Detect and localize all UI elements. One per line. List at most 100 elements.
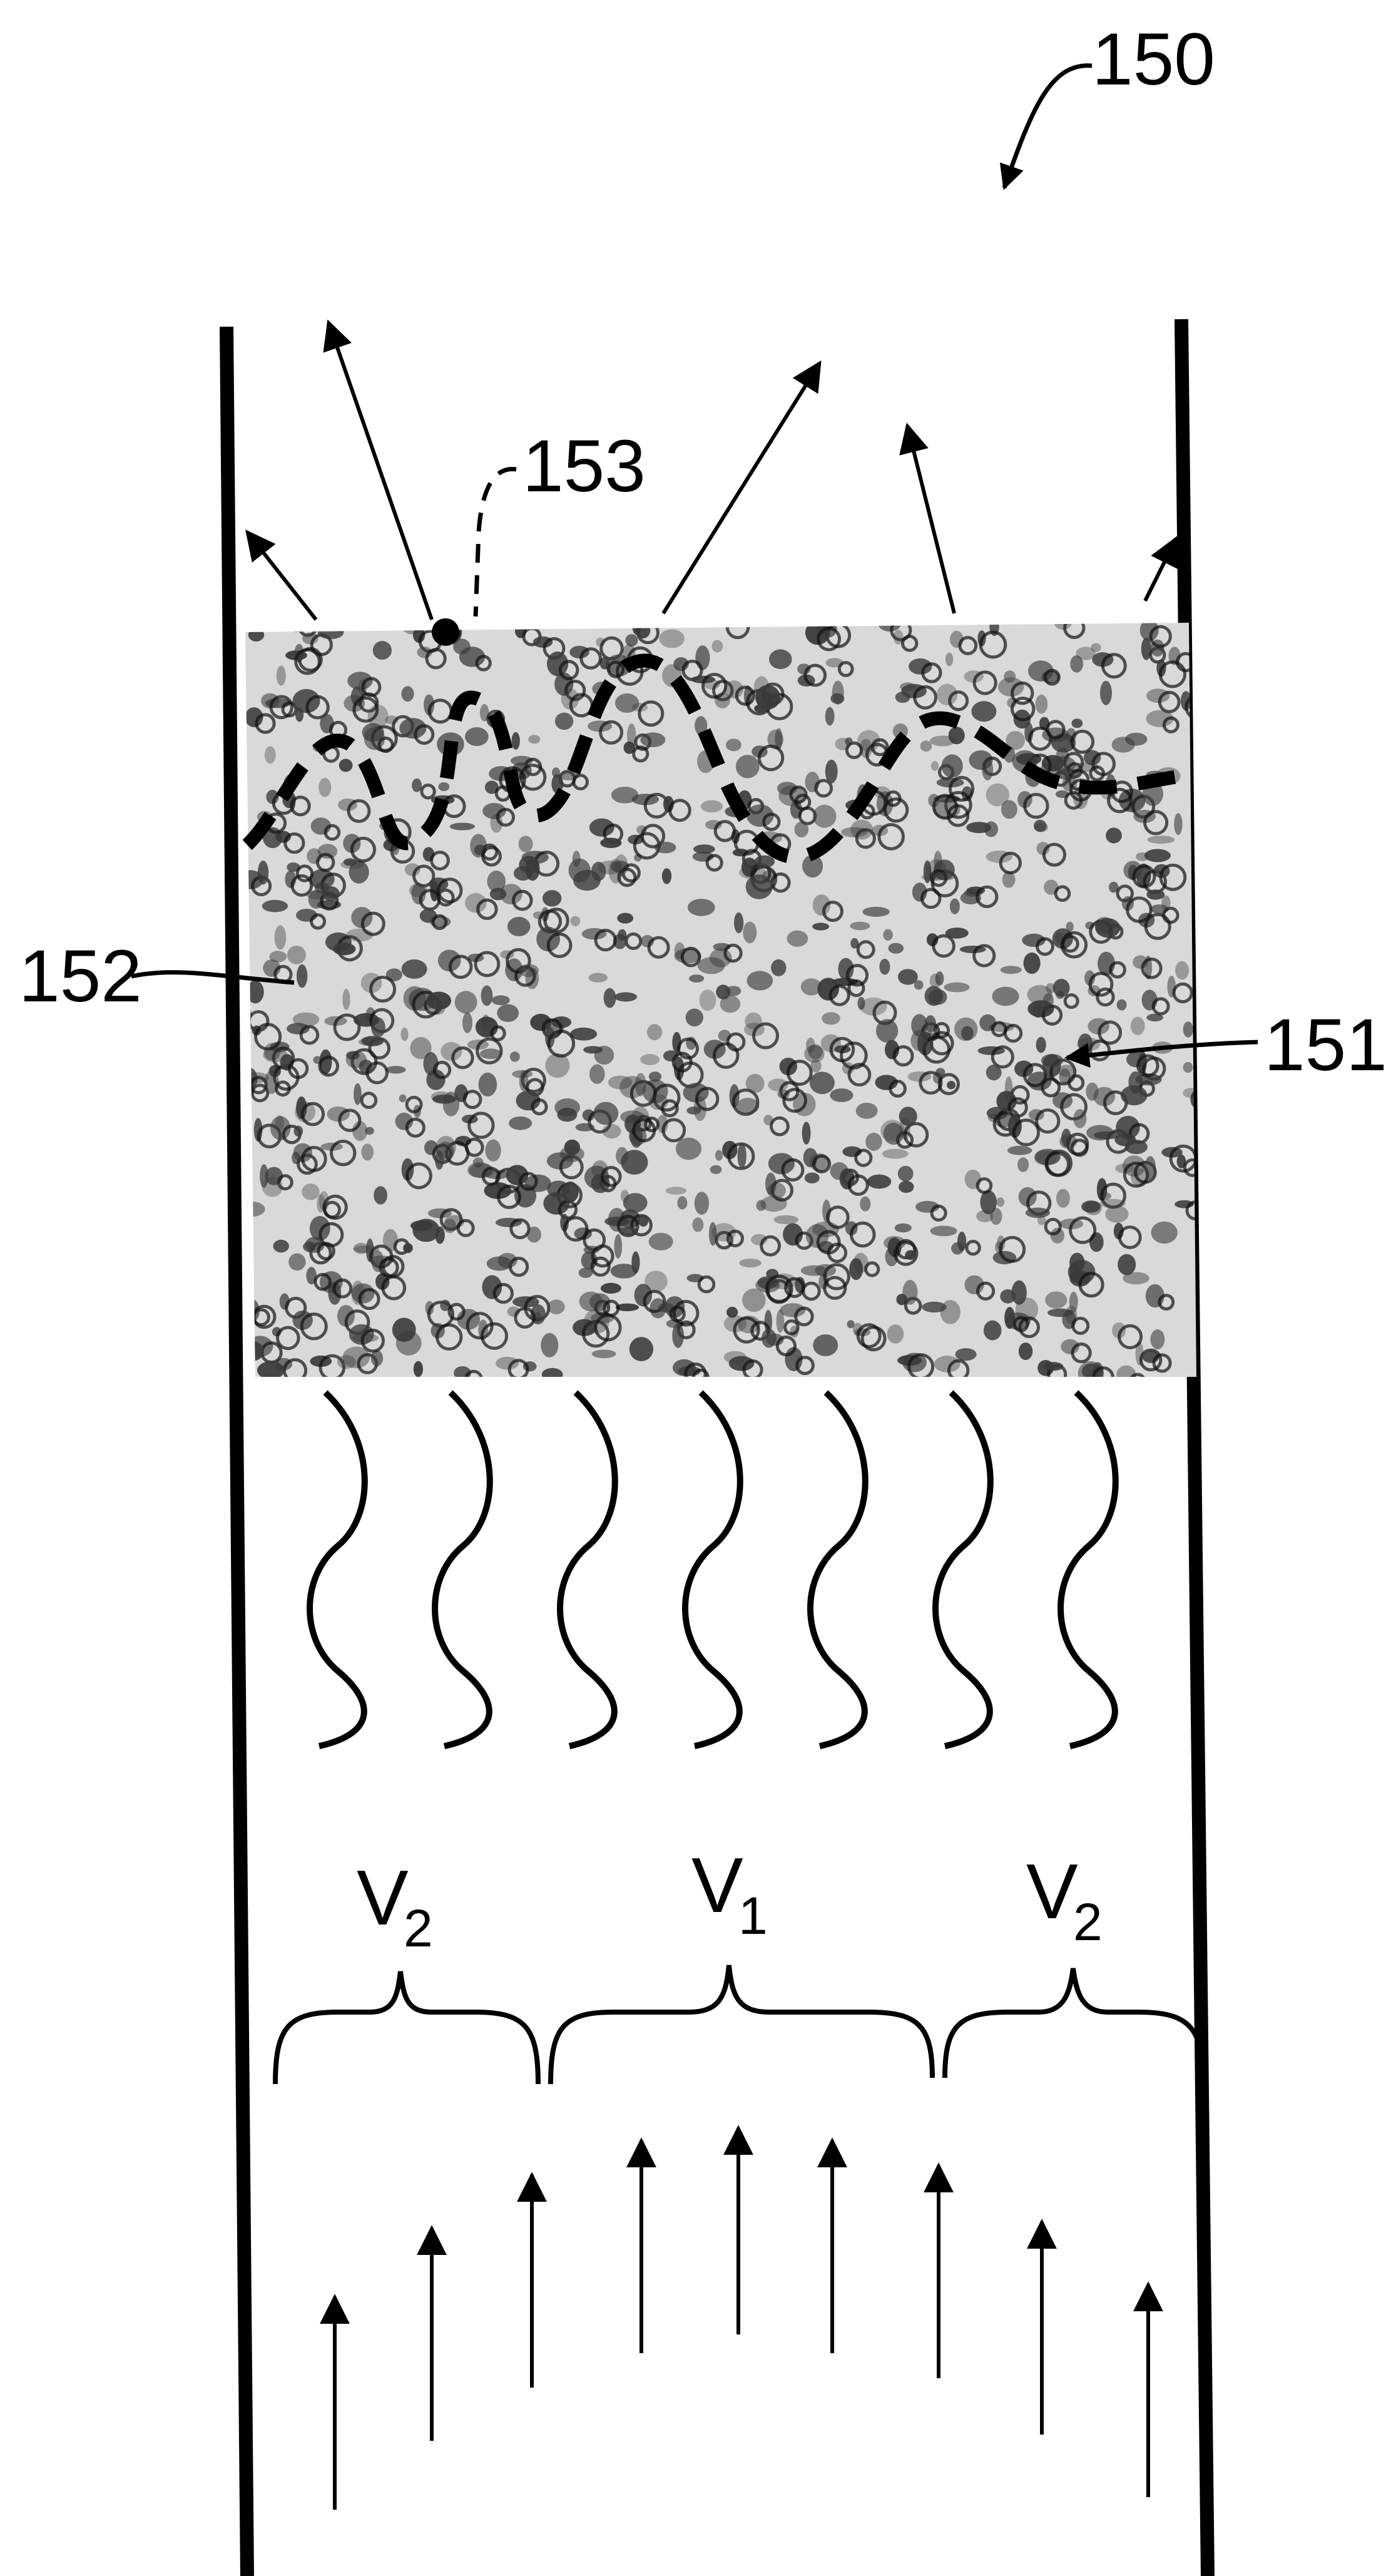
- bed-particle: [629, 1337, 653, 1361]
- velocity-braces: [275, 1965, 1205, 2084]
- bed-particle: [649, 1071, 661, 1081]
- bed-particle: [265, 746, 276, 764]
- bed-particle: [512, 732, 520, 750]
- bed-particle: [856, 1103, 878, 1119]
- bed-particle: [399, 718, 426, 739]
- bed-particle: [767, 1183, 786, 1199]
- bed-particle: [1041, 1005, 1051, 1013]
- bed-particle: [465, 727, 489, 746]
- bed-particle: [248, 628, 264, 641]
- bed-particle: [645, 1270, 668, 1292]
- bed-particle: [805, 1173, 820, 1183]
- bed-particle: [562, 1182, 579, 1203]
- bed-particle: [465, 893, 487, 913]
- bed-particle: [883, 929, 893, 941]
- bed-particle: [601, 1283, 621, 1294]
- bed-particle: [747, 971, 773, 990]
- bed-particle: [385, 1066, 405, 1073]
- bed-particle: [1183, 1021, 1193, 1037]
- bed-particle: [942, 754, 963, 777]
- wavy-line: [810, 1393, 865, 1746]
- bed-particle: [541, 1333, 558, 1357]
- bed-particle: [992, 987, 1019, 1006]
- bed-particle: [801, 978, 822, 995]
- bed-particle: [554, 1098, 580, 1117]
- bed-particle: [262, 900, 288, 912]
- bed-particle: [480, 1048, 502, 1059]
- bed-particle: [247, 981, 263, 1004]
- bed-particle: [1089, 1232, 1104, 1252]
- ref-number-150: 150: [1092, 18, 1215, 101]
- bed-particle: [986, 1065, 1002, 1080]
- bed-particle: [496, 1357, 519, 1370]
- bed-particle: [693, 844, 715, 854]
- bed-particle: [1174, 813, 1182, 835]
- bed-particle: [353, 1245, 379, 1253]
- bed-particle: [269, 951, 287, 962]
- bed-particle: [509, 1117, 532, 1130]
- bed-particle: [347, 672, 372, 690]
- bed-particle: [971, 701, 996, 722]
- bed-particle: [1117, 999, 1127, 1011]
- bed-particle: [880, 1120, 904, 1142]
- bed-particle: [1131, 1017, 1145, 1035]
- bed-particle: [362, 1143, 374, 1160]
- bed-particle: [746, 874, 773, 899]
- bed-particle: [362, 1036, 384, 1046]
- bed-particle: [715, 1150, 723, 1161]
- bed-particle: [954, 1018, 977, 1041]
- bed-particle: [1125, 1140, 1148, 1154]
- bed-particle: [716, 984, 730, 999]
- bed-particle: [589, 1065, 605, 1084]
- bed-particle: [1056, 1189, 1070, 1208]
- bed-particle: [745, 1013, 762, 1030]
- bed-particle: [322, 886, 340, 901]
- bed-particle: [611, 787, 639, 804]
- brace-v2-left: [275, 1971, 538, 2084]
- bed-particle: [736, 755, 760, 778]
- bed-particle: [1069, 1292, 1078, 1312]
- bed-particle: [1036, 1037, 1046, 1053]
- bed-particle: [497, 1004, 519, 1022]
- bed-particle: [934, 851, 942, 871]
- bed-particle: [481, 986, 493, 1006]
- bed-particle: [655, 842, 676, 854]
- bed-particle: [882, 1149, 909, 1159]
- bed-particle: [287, 946, 306, 964]
- bed-particle: [1073, 1109, 1086, 1128]
- bed-particle: [909, 658, 932, 675]
- bed-particle: [876, 1019, 898, 1043]
- bed-particle: [862, 907, 890, 917]
- bed-particle: [686, 1107, 701, 1115]
- wavy-flow-lines: [310, 1393, 1116, 1746]
- bed-particle: [1071, 718, 1083, 728]
- bed-particle: [1100, 681, 1112, 705]
- bed-particle: [273, 1240, 289, 1253]
- ref-number-153: 153: [522, 425, 646, 508]
- bed-particle: [757, 1200, 767, 1211]
- bed-particle: [929, 989, 947, 1005]
- bed-particle: [984, 1321, 1002, 1341]
- bed-particle: [726, 1307, 738, 1318]
- velocity-subscript: 2: [404, 1899, 433, 1958]
- bed-particle: [867, 1175, 892, 1189]
- bed-particle: [548, 1299, 564, 1314]
- bed-particle: [662, 868, 671, 884]
- bed-particle: [403, 1243, 413, 1253]
- bed-particle: [342, 989, 350, 1010]
- bed-particle: [1001, 800, 1017, 819]
- bed-particle: [258, 861, 268, 884]
- bed-particle: [1076, 647, 1096, 660]
- bed-particle: [676, 1138, 701, 1160]
- bed-particle: [739, 1259, 762, 1267]
- bed-particle: [429, 1003, 445, 1015]
- bed-particle: [482, 1015, 491, 1032]
- bed-particle: [947, 1081, 955, 1089]
- bed-particle: [555, 713, 573, 730]
- bed-particle: [288, 1254, 305, 1271]
- bed-particle: [635, 1073, 646, 1096]
- bed-particle: [640, 732, 665, 747]
- bed-particle: [603, 1124, 621, 1138]
- bed-particle: [245, 1347, 253, 1357]
- escaping-gas-arrows: [247, 322, 1176, 620]
